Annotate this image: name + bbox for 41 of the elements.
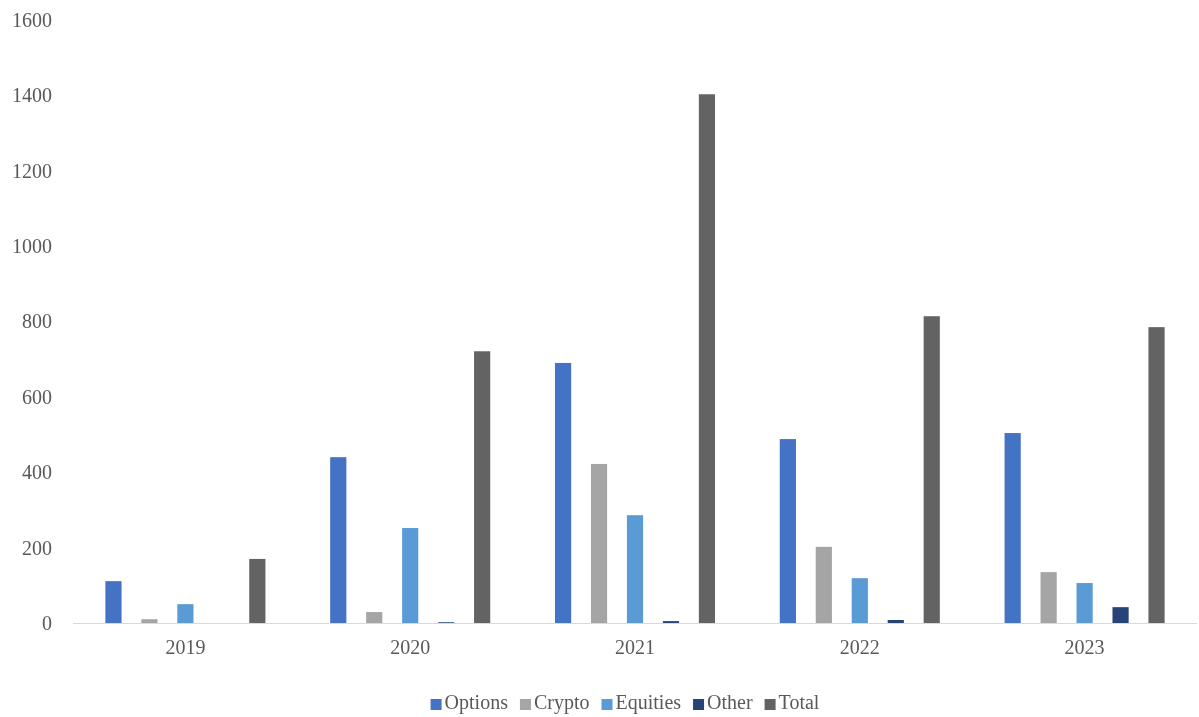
bar xyxy=(779,439,796,623)
bar xyxy=(402,528,419,623)
y-tick-label: 1600 xyxy=(12,8,52,31)
x-tick-label: 2019 xyxy=(165,636,206,658)
bar xyxy=(1148,327,1165,623)
bar xyxy=(474,351,491,623)
y-tick-label: 600 xyxy=(22,385,52,408)
bar xyxy=(923,316,940,623)
legend-label: Total xyxy=(778,691,820,713)
bar xyxy=(1040,572,1057,623)
x-tick-label: 2020 xyxy=(390,636,431,658)
bar xyxy=(1004,433,1021,623)
y-tick-label: 1000 xyxy=(12,235,52,258)
bar xyxy=(105,581,122,623)
y-tick-label: 800 xyxy=(22,310,52,333)
bar xyxy=(177,604,194,623)
bar xyxy=(1076,583,1093,623)
x-tick-label: 2022 xyxy=(839,636,880,658)
x-tick-label: 2021 xyxy=(615,636,655,658)
y-tick-label: 400 xyxy=(22,461,52,484)
bar xyxy=(330,457,347,623)
y-tick-label: 1200 xyxy=(12,159,52,182)
y-tick-label: 0 xyxy=(42,611,52,634)
legend-label: Options xyxy=(444,691,509,714)
bar xyxy=(590,463,608,623)
x-tick-label: 2023 xyxy=(1064,636,1105,658)
legend-label: Crypto xyxy=(533,691,590,714)
bar xyxy=(887,619,904,623)
bar xyxy=(626,515,644,623)
bar xyxy=(554,362,572,623)
bar xyxy=(698,94,716,623)
bar xyxy=(141,619,158,623)
y-tick-label: 200 xyxy=(22,536,52,559)
bar xyxy=(249,558,266,623)
bar xyxy=(851,578,868,623)
legend-label: Other xyxy=(707,691,753,713)
bar xyxy=(366,612,383,623)
y-tick-label: 1400 xyxy=(12,84,52,107)
legend-label: Equities xyxy=(615,691,682,714)
bar xyxy=(815,546,832,623)
bar xyxy=(1112,607,1129,623)
